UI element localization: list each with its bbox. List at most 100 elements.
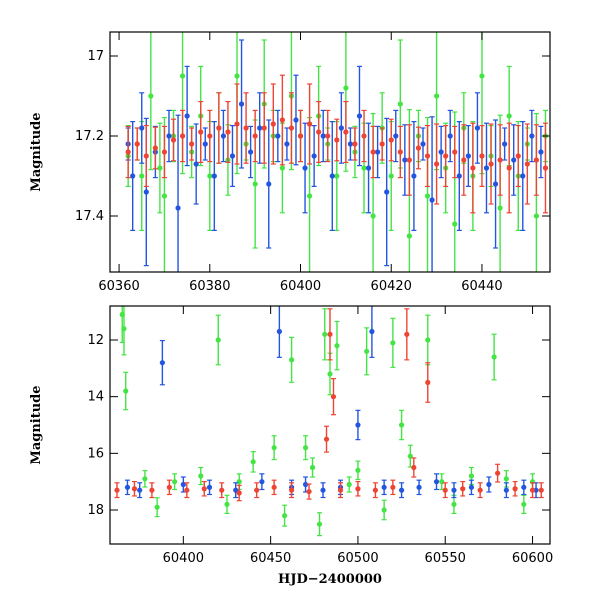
point-marker bbox=[488, 161, 494, 167]
data-point bbox=[302, 435, 309, 461]
data-point bbox=[402, 124, 408, 196]
point-marker bbox=[393, 133, 399, 139]
point-marker bbox=[149, 487, 155, 493]
point-marker bbox=[143, 153, 149, 159]
point-marker bbox=[369, 328, 375, 335]
point-marker bbox=[355, 486, 361, 492]
data-point bbox=[379, 127, 385, 161]
point-marker bbox=[479, 153, 485, 159]
point-marker bbox=[320, 133, 326, 139]
point-marker bbox=[424, 153, 431, 159]
data-point bbox=[334, 118, 340, 162]
data-point bbox=[202, 127, 208, 161]
point-marker bbox=[404, 331, 410, 337]
data-point bbox=[261, 92, 267, 164]
data-point bbox=[259, 473, 265, 491]
data-point bbox=[479, 124, 485, 187]
bottom-y-axis-title: Magnitude bbox=[29, 385, 44, 464]
point-marker bbox=[233, 487, 239, 493]
data-point bbox=[139, 92, 145, 164]
point-marker bbox=[250, 459, 256, 465]
point-marker bbox=[159, 360, 165, 366]
data-point bbox=[355, 409, 361, 441]
point-marker bbox=[259, 479, 265, 485]
point-marker bbox=[261, 125, 267, 131]
point-marker bbox=[215, 337, 221, 343]
point-marker bbox=[388, 137, 394, 143]
point-marker bbox=[511, 157, 517, 163]
point-marker bbox=[270, 121, 276, 127]
point-marker bbox=[433, 93, 440, 99]
point-marker bbox=[425, 379, 431, 386]
point-marker bbox=[139, 173, 145, 179]
data-point bbox=[425, 362, 431, 403]
data-point bbox=[152, 126, 158, 170]
point-marker bbox=[370, 213, 376, 219]
data-point bbox=[521, 494, 527, 514]
point-marker bbox=[512, 486, 518, 492]
data-point bbox=[219, 482, 225, 499]
point-marker bbox=[372, 487, 378, 493]
data-point bbox=[143, 124, 149, 187]
x-tick-label: 60440 bbox=[461, 279, 502, 294]
point-marker bbox=[521, 501, 527, 507]
data-point bbox=[276, 306, 282, 358]
data-point bbox=[346, 476, 352, 493]
data-point bbox=[338, 92, 344, 164]
data-point bbox=[404, 308, 410, 361]
data-point bbox=[236, 484, 242, 502]
point-marker bbox=[311, 153, 317, 159]
point-marker bbox=[503, 476, 509, 482]
point-marker bbox=[451, 501, 457, 507]
data-point bbox=[125, 125, 131, 179]
data-point bbox=[121, 306, 127, 356]
point-marker bbox=[229, 153, 236, 159]
data-point bbox=[288, 482, 295, 499]
point-marker bbox=[529, 487, 536, 493]
data-point bbox=[390, 479, 396, 496]
point-marker bbox=[252, 133, 258, 139]
top-plot-area bbox=[125, 32, 549, 272]
data-point bbox=[470, 122, 476, 214]
data-point bbox=[384, 117, 390, 267]
data-point bbox=[365, 122, 372, 214]
point-marker bbox=[361, 133, 367, 139]
point-marker bbox=[515, 153, 521, 159]
data-point bbox=[497, 124, 503, 196]
data-point bbox=[257, 92, 263, 164]
point-marker bbox=[524, 161, 530, 167]
point-marker bbox=[420, 141, 426, 147]
data-point bbox=[329, 120, 335, 231]
point-marker bbox=[134, 141, 140, 147]
data-point bbox=[275, 109, 281, 163]
point-marker bbox=[279, 117, 285, 123]
data-point bbox=[372, 482, 378, 499]
point-marker bbox=[370, 149, 376, 155]
point-marker bbox=[433, 479, 440, 485]
point-marker bbox=[461, 157, 467, 163]
point-marker bbox=[211, 173, 217, 179]
data-point bbox=[220, 109, 227, 163]
point-marker bbox=[302, 165, 308, 171]
x-tick-label: 60500 bbox=[337, 551, 378, 566]
data-point bbox=[433, 473, 440, 491]
point-marker bbox=[447, 133, 453, 139]
point-marker bbox=[316, 129, 322, 135]
data-point bbox=[452, 125, 458, 179]
point-marker bbox=[520, 173, 526, 179]
x-tick-label: 60420 bbox=[371, 279, 412, 294]
data-point bbox=[224, 494, 230, 514]
point-marker bbox=[124, 484, 131, 490]
data-point bbox=[538, 482, 544, 499]
data-point bbox=[477, 482, 483, 499]
bottom-panel: 60400 60450 60500 60550 60600 12 14 16 18 Magnit… bbox=[29, 305, 553, 587]
point-marker bbox=[189, 141, 195, 147]
point-marker bbox=[184, 487, 190, 493]
point-marker bbox=[327, 371, 333, 377]
point-marker bbox=[452, 221, 458, 227]
data-point bbox=[381, 479, 387, 496]
y-tick-label: 16 bbox=[87, 446, 104, 461]
point-marker bbox=[175, 205, 181, 211]
point-marker bbox=[529, 133, 535, 139]
data-point bbox=[334, 320, 340, 371]
